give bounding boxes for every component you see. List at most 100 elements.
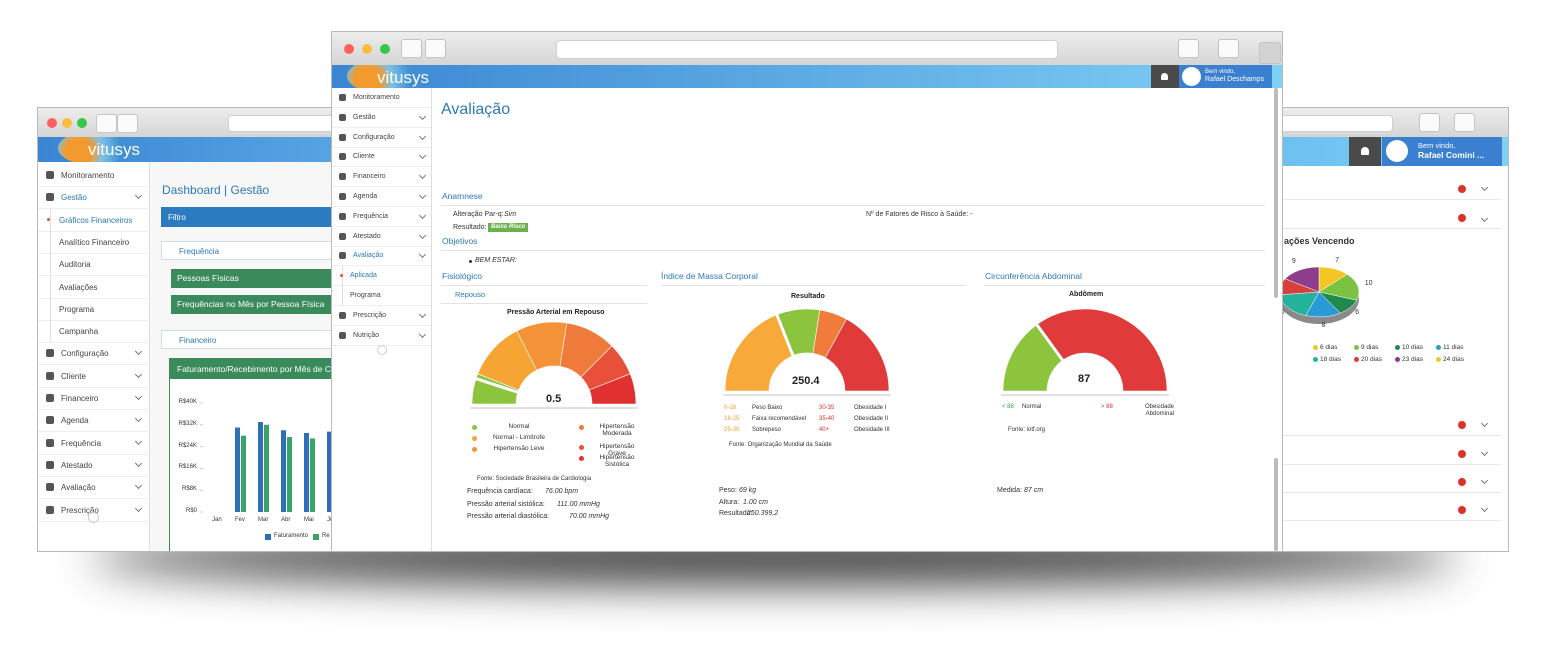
menu-item[interactable]: Programa <box>38 297 149 321</box>
row-divider <box>1101 492 1501 493</box>
help-icon[interactable] <box>1458 478 1466 486</box>
pie-slice <box>1318 274 1360 301</box>
help-icon[interactable] <box>1458 506 1466 514</box>
close-button[interactable] <box>47 118 57 128</box>
back-button[interactable] <box>401 39 422 58</box>
legend-label: Obesidade Abdominal <box>1144 404 1174 417</box>
range-cell: Obesidade III <box>854 427 890 433</box>
menu-icon <box>46 460 54 469</box>
range-cell: 40+ <box>819 427 830 433</box>
forward-button[interactable] <box>117 114 138 133</box>
share-button[interactable] <box>1178 39 1199 58</box>
minimize-button[interactable] <box>362 44 372 54</box>
menu-icon <box>339 153 346 161</box>
row-divider <box>1101 520 1501 521</box>
menu-item[interactable]: Monitoramento <box>38 164 149 187</box>
page-title: Dashboard | Gestão <box>162 183 270 197</box>
legend-label: 23 dias <box>1402 356 1423 363</box>
collapse-button[interactable] <box>377 345 387 355</box>
sidebar: Monitoramento Gestão Gráficos Financeiros A… <box>38 162 150 551</box>
legend-label: 24 dias <box>1443 356 1464 363</box>
scrollbar <box>1274 88 1278 298</box>
slice-label: 7 <box>1335 256 1340 264</box>
share-button[interactable] <box>1419 113 1440 132</box>
x-tick-label: Mai <box>304 517 314 523</box>
menu-item[interactable]: Avaliação <box>332 246 431 267</box>
help-icon[interactable] <box>1458 421 1466 429</box>
menu-icon <box>339 212 346 220</box>
menu-label: Nutrição <box>353 331 380 339</box>
menu-item[interactable]: Cliente <box>332 147 431 168</box>
forward-button[interactable] <box>425 39 446 58</box>
x-tick-label: Mar <box>258 517 269 523</box>
menu-item[interactable]: Gráficos Financeiros <box>38 208 149 232</box>
menu-item[interactable]: Programa <box>332 286 431 306</box>
chevron <box>134 192 143 200</box>
menu-item[interactable]: Atestado <box>332 227 431 247</box>
new-tab-button[interactable] <box>1259 42 1281 64</box>
user-menu[interactable]: Bem vindo, Rafael Deschamps <box>1179 65 1272 88</box>
menu-item[interactable]: Frequência <box>38 432 149 455</box>
user-name: Rafael Deschamps <box>1205 76 1265 83</box>
menu-item[interactable]: Prescrição <box>332 306 431 326</box>
menu-item[interactable]: Gestão <box>332 108 431 128</box>
menu-item[interactable]: Configuração <box>332 128 431 148</box>
menu-item[interactable]: Auditoria <box>38 253 149 277</box>
help-icon[interactable] <box>1458 214 1466 222</box>
menu-item[interactable]: Agenda <box>332 187 431 207</box>
x-tick-label: Fev <box>235 517 246 523</box>
slice-label: 6 <box>1355 309 1359 317</box>
menu-item[interactable]: Campanha <box>38 320 149 344</box>
gauge-title: Resultado <box>791 293 825 300</box>
menu-item[interactable]: Configuração <box>38 342 149 366</box>
legend-label: Faturamento <box>274 533 309 539</box>
tabs-button[interactable] <box>1218 39 1239 58</box>
collapse-button[interactable] <box>88 512 99 523</box>
menu-item[interactable]: Gestão <box>38 186 149 210</box>
chevron <box>134 504 143 512</box>
bar <box>327 431 332 512</box>
help-icon[interactable] <box>1458 185 1466 193</box>
menu-label: Gestão <box>61 193 87 203</box>
divider <box>441 205 1265 206</box>
chevron <box>418 251 427 259</box>
menu-icon <box>46 171 54 179</box>
menu-item[interactable]: Cliente <box>38 365 149 388</box>
legend-label: Hipertensão Moderada <box>599 423 635 438</box>
x-tick-label: Jan <box>212 517 222 523</box>
logo: vitusys <box>377 68 429 87</box>
submenu-label: Aplicada <box>350 272 377 280</box>
menu-item[interactable]: Financeiro <box>332 167 431 188</box>
section-title: Anamnese <box>442 191 483 201</box>
tabs-button[interactable] <box>1454 113 1475 132</box>
menu-item[interactable]: Avaliação <box>38 476 149 500</box>
label: Pressão arterial diastólica: <box>467 513 550 520</box>
toolbar <box>332 32 1282 66</box>
user-menu[interactable]: Bem vindo, Rafael Comini ... <box>1382 137 1502 166</box>
chevron <box>134 392 143 401</box>
menu-item[interactable]: Analítico Financeiro <box>38 230 149 254</box>
header-bar: vitusys Bem vindo, Rafael Deschamps <box>332 65 1282 88</box>
menu-item[interactable]: Avaliações <box>38 275 149 299</box>
menu-item[interactable]: Nutrição <box>332 326 431 346</box>
menu-item[interactable]: Aplicada <box>332 266 431 287</box>
menu-item[interactable]: Financeiro <box>38 387 149 410</box>
menu-item[interactable]: Atestado <box>38 454 149 477</box>
zoom-button[interactable] <box>380 44 390 54</box>
menu-label: Atestado <box>61 460 93 470</box>
close-button[interactable] <box>344 44 354 54</box>
range-cell: Peso Baixo <box>752 405 783 411</box>
back-button[interactable] <box>96 114 117 133</box>
gauge-hub <box>1047 353 1123 429</box>
menu-item[interactable]: Agenda <box>38 409 149 433</box>
gauge-hub <box>516 366 592 442</box>
minimize-button[interactable] <box>62 118 72 128</box>
menu-item[interactable]: Frequência <box>332 207 431 227</box>
address-bar[interactable] <box>556 40 1058 59</box>
menu-icon <box>46 394 54 402</box>
bar <box>235 427 240 512</box>
menu-item[interactable]: Monitoramento <box>332 88 431 108</box>
badge: Baixo Risco <box>488 223 529 232</box>
help-icon[interactable] <box>1458 450 1466 458</box>
zoom-button[interactable] <box>77 118 87 128</box>
